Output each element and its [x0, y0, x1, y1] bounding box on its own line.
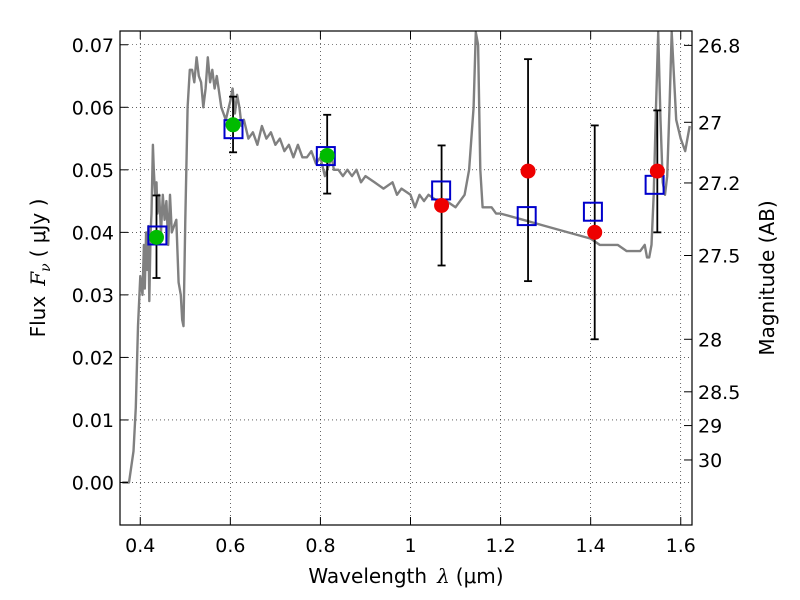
spectrum-line [122, 31, 691, 484]
model-square [582, 201, 603, 222]
limit-point [587, 224, 603, 240]
x-tick-label: 0.8 [305, 535, 335, 557]
y-tick-label: 0.06 [72, 97, 114, 119]
limit-point [520, 163, 536, 179]
y-axis-title: FluxFν( μJy ) [26, 199, 54, 338]
mag-tick-label: 29 [698, 416, 722, 438]
tick-labels: 0.4 0.6 0.8 1 1.2 1.4 1.6 0.00 0.01 0.02 0.03 0.04 0… [72, 35, 741, 557]
y-tick-label: 0.01 [72, 410, 114, 432]
x-tick-label: 0.6 [215, 535, 245, 557]
x-tick-label: 1.2 [485, 535, 515, 557]
limit-point [434, 197, 450, 213]
x-tick-label: 0.4 [125, 535, 155, 557]
plot-frame [119, 30, 693, 526]
mag-tick-label: 27.2 [698, 173, 740, 195]
plot-area [122, 31, 691, 484]
x-axis-title: Wavelength λ (μm) [308, 564, 503, 588]
x-tick-label: 1.6 [666, 535, 696, 557]
mag-tick-label: 28 [698, 329, 722, 351]
x-tick-label: 1.4 [576, 535, 606, 557]
limit-point [649, 163, 665, 179]
y-tick-label: 0.07 [72, 35, 114, 57]
mag-tick-label: 30 [698, 450, 722, 472]
mag-tick-label: 26.8 [698, 35, 740, 57]
y2-axis-title: Magnitude (AB) [755, 200, 779, 355]
y-tick-label: 0.03 [72, 285, 114, 307]
mag-tick-label: 27.5 [698, 245, 740, 267]
detection-point [148, 229, 164, 245]
axis-ticks [120, 31, 692, 525]
detection-point [319, 147, 335, 163]
mag-tick-label: 27 [698, 112, 722, 134]
x-tick-label: 1 [404, 535, 416, 557]
model-square [516, 206, 537, 227]
y-tick-label: 0.00 [72, 472, 114, 494]
model-square [315, 146, 336, 167]
y-tick-label: 0.04 [72, 222, 114, 244]
mag-tick-label: 28.5 [698, 382, 740, 404]
y-tick-label: 0.02 [72, 347, 114, 369]
y-tick-label: 0.05 [72, 160, 114, 182]
detection-point [225, 117, 241, 133]
